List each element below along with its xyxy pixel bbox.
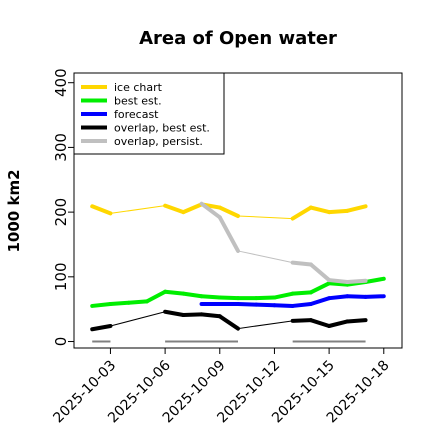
series-segment bbox=[236, 302, 259, 307]
y-tick-label: 100 bbox=[52, 263, 70, 292]
series-segment bbox=[327, 208, 350, 215]
series-segment bbox=[290, 290, 313, 296]
y-tick-label: 400 bbox=[52, 68, 70, 97]
legend-label: overlap, best est. bbox=[114, 122, 210, 135]
series-segment bbox=[217, 314, 240, 331]
series-segment bbox=[163, 309, 186, 317]
series-segment bbox=[345, 294, 368, 299]
plot-area bbox=[90, 201, 386, 343]
y-axis-label: 1000 km2 bbox=[5, 169, 23, 252]
series-segment bbox=[308, 281, 332, 295]
legend-label: ice chart bbox=[114, 81, 163, 94]
series-overlap-best-est- bbox=[90, 309, 368, 332]
series-segment bbox=[199, 201, 222, 220]
series-segment bbox=[272, 303, 295, 308]
y-tick-label: 200 bbox=[52, 198, 70, 227]
series-segment bbox=[254, 302, 277, 308]
series-segment bbox=[327, 278, 350, 284]
series-segment bbox=[272, 291, 295, 300]
series-segment bbox=[181, 202, 204, 215]
legend-label: overlap, persist. bbox=[114, 135, 203, 148]
series-segment bbox=[308, 318, 332, 328]
series-segment bbox=[217, 215, 240, 253]
series-segment bbox=[308, 205, 332, 215]
series-segment bbox=[108, 300, 131, 306]
series-segment bbox=[363, 276, 386, 284]
series-segment bbox=[199, 294, 222, 300]
series-segment bbox=[90, 324, 113, 332]
series-segment bbox=[345, 278, 368, 284]
series-segment bbox=[363, 294, 386, 299]
series-best-est- bbox=[90, 276, 386, 308]
series-segment bbox=[181, 291, 204, 299]
series-segment bbox=[181, 312, 204, 317]
series-segment bbox=[163, 289, 186, 296]
series-segment bbox=[90, 204, 113, 216]
series-connector bbox=[109, 205, 166, 214]
series-segment bbox=[290, 302, 313, 308]
series-segment bbox=[327, 294, 350, 301]
series-segment bbox=[126, 299, 149, 305]
legend-label: forecast bbox=[114, 108, 159, 121]
series-segment bbox=[217, 205, 240, 218]
y-tick-label: 300 bbox=[52, 133, 70, 162]
series-segment bbox=[290, 260, 313, 267]
series-segment bbox=[217, 295, 240, 301]
series-connector bbox=[237, 250, 294, 264]
series-segment bbox=[327, 281, 350, 287]
series-segment bbox=[327, 319, 350, 328]
series-segment bbox=[345, 318, 368, 324]
series-segment bbox=[163, 203, 186, 215]
series-segment bbox=[90, 302, 113, 308]
series-connector bbox=[237, 320, 294, 330]
series-segment bbox=[345, 204, 368, 213]
y-tick-label: 0 bbox=[52, 337, 70, 347]
series-segment bbox=[199, 312, 222, 319]
series-connector bbox=[237, 215, 294, 220]
series-segment bbox=[308, 296, 332, 306]
series-segment bbox=[254, 295, 277, 301]
series-segment bbox=[290, 205, 313, 221]
series-segment bbox=[308, 262, 332, 283]
series-overlap-persist- bbox=[199, 201, 368, 284]
legend-label: best est. bbox=[114, 95, 162, 108]
series-forecast bbox=[199, 294, 386, 308]
series-segment bbox=[144, 289, 168, 304]
series-segment bbox=[290, 318, 313, 323]
series-ice-chart bbox=[90, 202, 368, 221]
chart-title: Area of Open water bbox=[139, 28, 337, 49]
series-connector bbox=[109, 311, 166, 327]
plot-frame bbox=[73, 72, 403, 349]
